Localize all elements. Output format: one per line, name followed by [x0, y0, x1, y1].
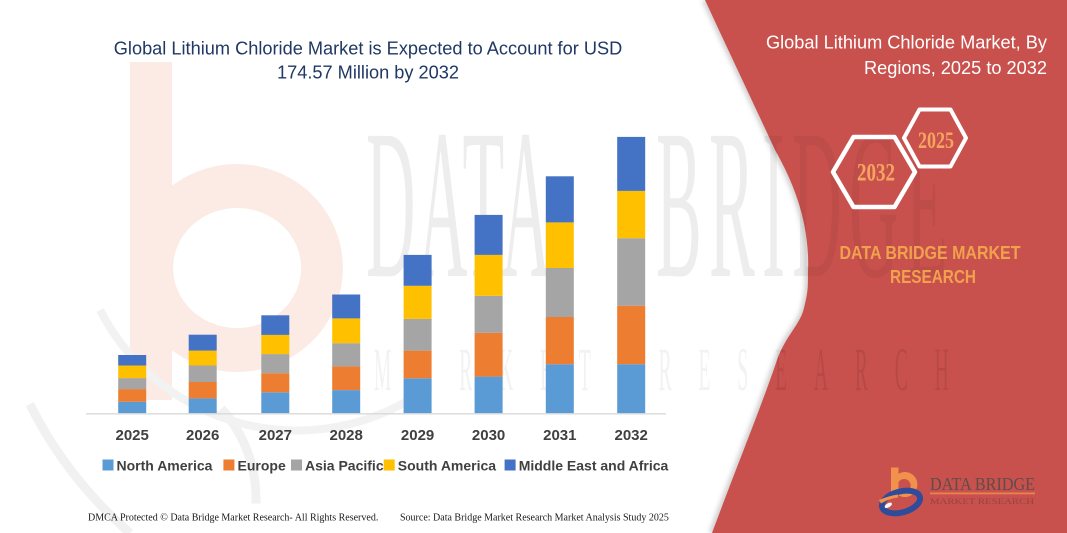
svg-text:South America: South America: [398, 458, 496, 474]
svg-text:DATA BRIDGE: DATA BRIDGE: [930, 474, 1035, 494]
svg-text:Global Lithium Chloride Market: Global Lithium Chloride Market is Expect…: [114, 39, 622, 59]
svg-text:2025: 2025: [116, 427, 149, 444]
svg-text:DATA: DATA: [366, 86, 553, 323]
svg-text:2030: 2030: [472, 427, 505, 444]
svg-text:2029: 2029: [401, 427, 434, 444]
svg-text:2025: 2025: [918, 128, 954, 153]
svg-text:2031: 2031: [543, 427, 576, 444]
svg-text:Source: Data Bridge Market Res: Source: Data Bridge Market Research Mark…: [400, 513, 669, 524]
svg-text:Asia Pacific: Asia Pacific: [305, 458, 384, 474]
svg-text:174.57 Million by 2032: 174.57 Million by 2032: [277, 63, 459, 83]
svg-text:Regions, 2025 to 2032: Regions, 2025 to 2032: [864, 58, 1047, 78]
svg-text:2027: 2027: [259, 427, 292, 444]
svg-text:Global Lithium Chloride Market: Global Lithium Chloride Market, By: [766, 33, 1048, 53]
svg-text:Europe: Europe: [238, 458, 286, 474]
svg-text:DMCA Protected © Data Bridge M: DMCA Protected © Data Bridge Market Rese…: [88, 513, 378, 524]
svg-text:2032: 2032: [615, 427, 648, 444]
svg-text:MARKET RESEARCH: MARKET RESEARCH: [930, 497, 1034, 506]
svg-text:Middle East and Africa: Middle East and Africa: [519, 458, 669, 474]
svg-text:North America: North America: [117, 458, 213, 474]
svg-text:2026: 2026: [186, 427, 219, 444]
svg-text:2028: 2028: [330, 427, 363, 444]
svg-text:DATA BRIDGE MARKET: DATA BRIDGE MARKET: [840, 243, 1021, 263]
svg-text:RESEARCH: RESEARCH: [890, 267, 976, 287]
svg-text:2032: 2032: [857, 160, 895, 187]
